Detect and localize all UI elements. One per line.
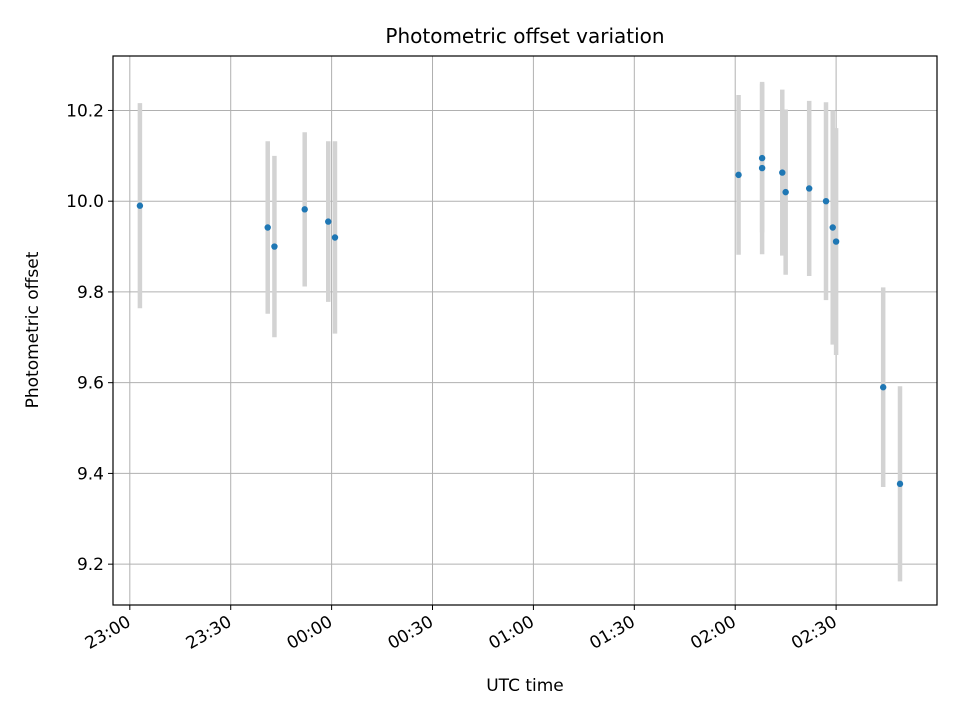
data-point [758, 164, 766, 172]
data-point [829, 224, 836, 231]
data-point [735, 171, 742, 179]
data-point [782, 188, 789, 196]
data-point [301, 206, 308, 213]
y-tick-label: 9.6 [77, 374, 104, 394]
chart-title: Photometric offset variation [385, 24, 664, 48]
y-tick-label: 9.2 [77, 555, 104, 575]
data-point [832, 238, 840, 245]
y-tick-label: 10.0 [66, 192, 104, 212]
data-point [805, 185, 813, 192]
data-point [271, 243, 278, 250]
y-axis-ticks: 9.2 9.4 9.6 9.8 10.0 10.2 [66, 101, 113, 575]
data-point [325, 218, 332, 225]
data-point [779, 169, 786, 176]
data-points [136, 154, 904, 488]
y-axis-label: Photometric offset [23, 251, 43, 408]
data-point [879, 384, 887, 391]
data-point [822, 197, 830, 205]
y-tick-label: 9.8 [77, 283, 104, 303]
y-tick-label: 10.2 [66, 101, 104, 121]
data-point [136, 202, 144, 209]
plot-frame [112, 55, 938, 606]
data-point [264, 224, 271, 231]
grid [113, 56, 937, 605]
data-point [331, 234, 339, 241]
y-tick-label: 9.4 [77, 464, 104, 484]
data-point [758, 154, 766, 162]
data-point [896, 480, 904, 488]
x-axis-label: UTC time [486, 676, 564, 696]
